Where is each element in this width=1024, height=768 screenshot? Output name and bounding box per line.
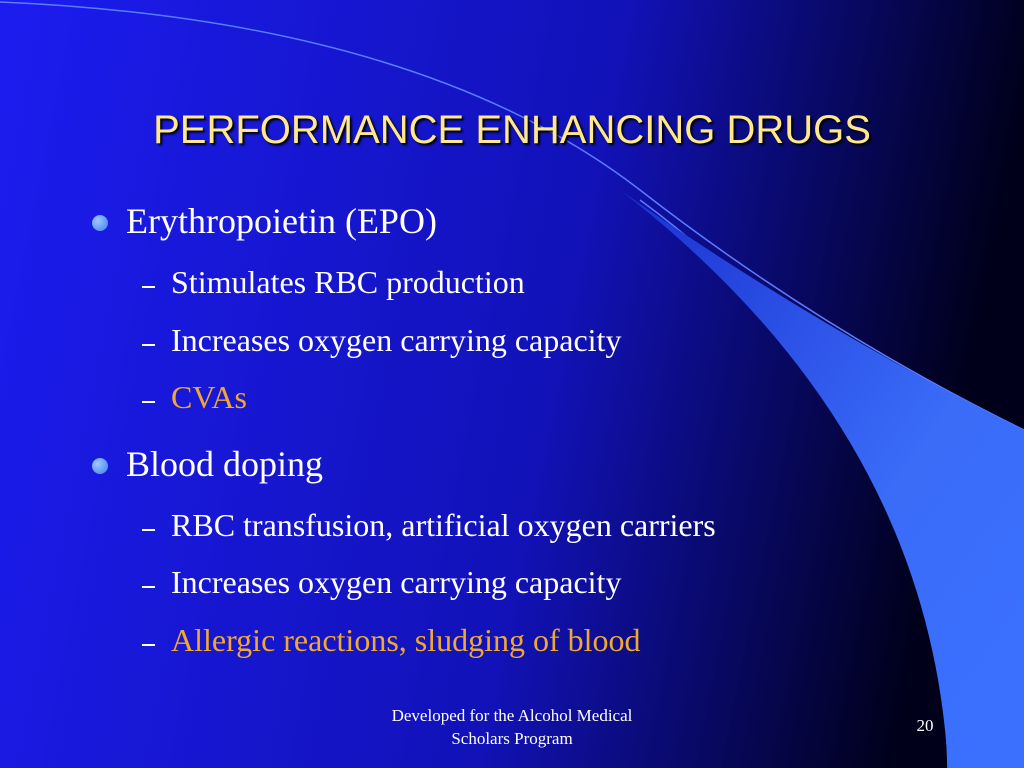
sub-dash (142, 528, 155, 531)
sub-bullet-text: Increases oxygen carrying capacity (171, 564, 622, 600)
sub-dash (142, 343, 155, 346)
sub-dash (142, 401, 155, 403)
sub-dash (142, 586, 155, 588)
slide-title: PERFORMANCE ENHANCING DRUGS (153, 108, 871, 152)
bullet-text: Blood doping (126, 443, 324, 484)
sub-bullet-text: Stimulates RBC production (171, 264, 525, 300)
sub-bullet-text: RBC transfusion, artificial oxygen carri… (171, 506, 716, 543)
sub-bullet-text: Increases oxygen carrying capacity (171, 321, 622, 358)
bullet-dot (92, 457, 108, 474)
sub-dash (142, 286, 155, 288)
footer: Developed for the Alcohol Medical Schola… (391, 706, 633, 748)
sub-dash (142, 643, 155, 646)
bullet-text: Erythropoietin (EPO) (126, 201, 437, 241)
sub-bullet-text: CVAs (171, 379, 247, 415)
sub-bullet-text: Allergic reactions, sludging of blood (171, 621, 641, 658)
bullet-dot (92, 215, 108, 231)
page-number: 20 (916, 716, 934, 735)
